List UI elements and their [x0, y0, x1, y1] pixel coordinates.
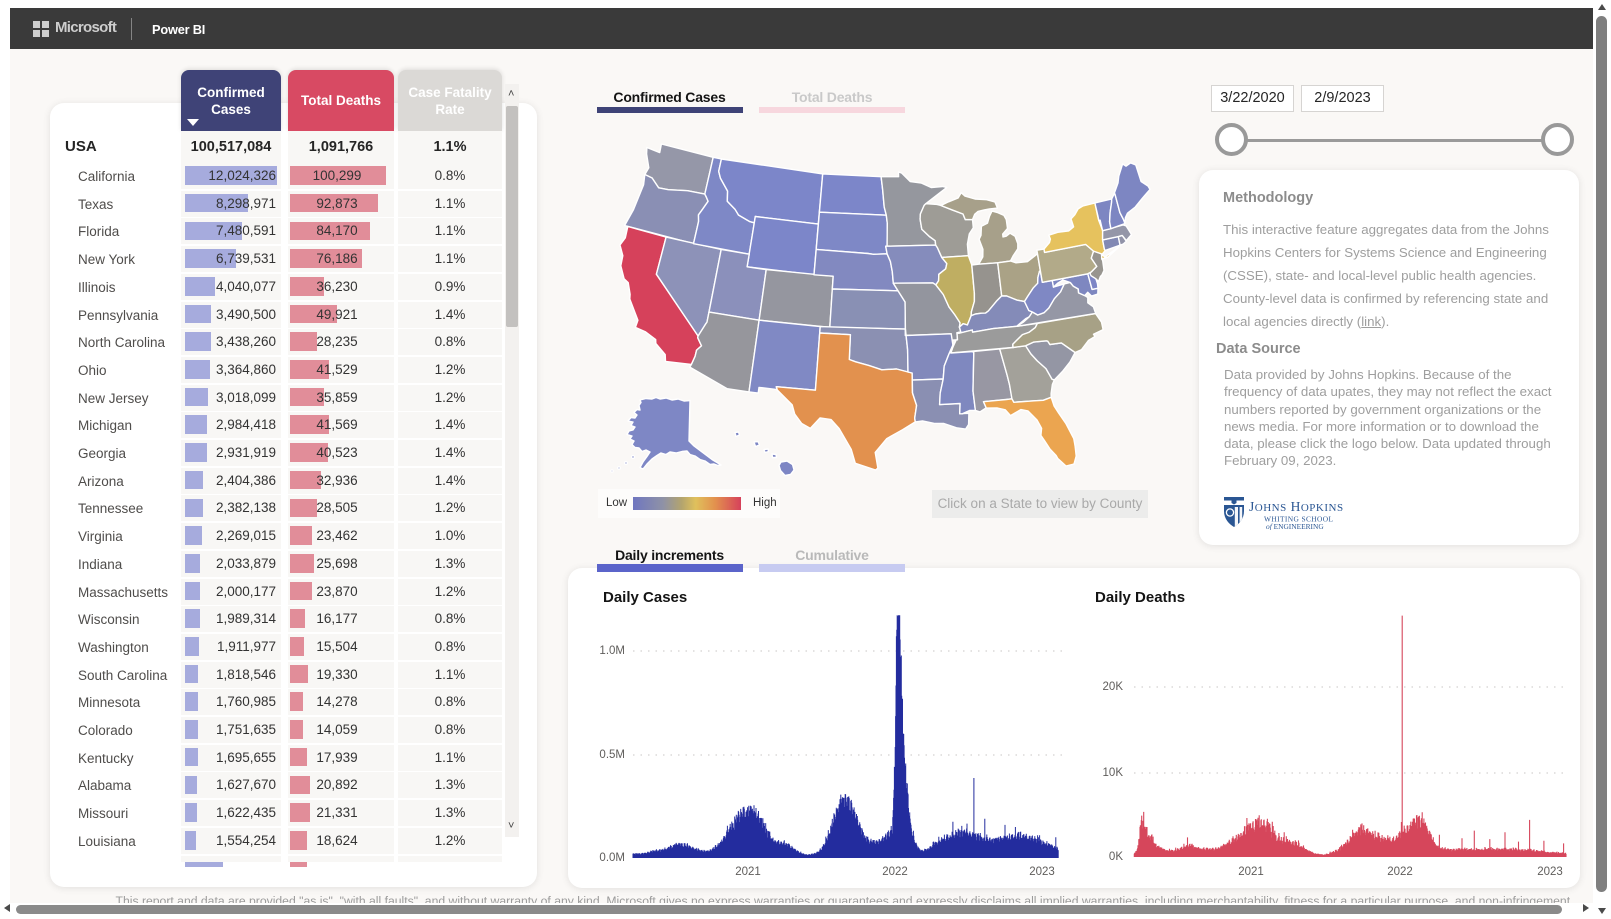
- svg-text:WHITING SCHOOL: WHITING SCHOOL: [1264, 515, 1334, 524]
- svg-text:JOHNS HOPKINS: JOHNS HOPKINS: [1249, 499, 1344, 514]
- svg-text:of ENGINEERING: of ENGINEERING: [1266, 522, 1324, 530]
